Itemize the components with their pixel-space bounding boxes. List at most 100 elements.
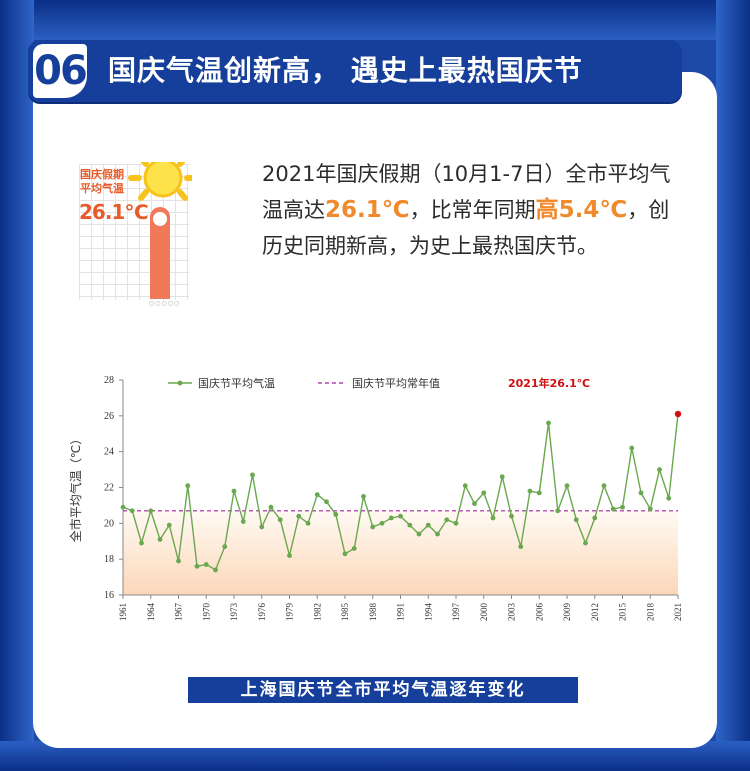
- y-tick-label: 20: [104, 518, 114, 529]
- data-point: [120, 504, 126, 510]
- data-point: [194, 563, 200, 569]
- data-point: [555, 508, 561, 514]
- legend-series-marker: [177, 380, 183, 386]
- data-point: [305, 520, 311, 526]
- data-point: [139, 540, 144, 546]
- data-point: [462, 483, 468, 489]
- thumbnail-temperature: 26.1℃: [79, 200, 149, 224]
- y-tick-label: 28: [104, 375, 114, 386]
- background-left-stripe: [0, 0, 34, 771]
- x-tick-label: 1982: [312, 603, 322, 621]
- section-header: [28, 40, 682, 102]
- data-point: [379, 520, 385, 526]
- data-point: [213, 567, 218, 573]
- data-point: [546, 420, 551, 426]
- sun-icon: [128, 162, 192, 201]
- data-point: [583, 540, 588, 546]
- data-point: [564, 483, 570, 489]
- data-point: [499, 474, 505, 480]
- data-point: [666, 495, 672, 501]
- x-tick-label: 2021: [673, 603, 683, 621]
- data-point: [370, 524, 376, 530]
- y-axis-label: 全市平均气温（℃）: [68, 433, 83, 542]
- data-point: [296, 513, 302, 519]
- x-tick-label: 1967: [174, 603, 184, 622]
- data-point: [620, 504, 625, 510]
- data-point: [185, 483, 191, 489]
- background-right-stripe: [716, 0, 750, 771]
- thumbnail-label: 国庆假期 平均气温: [80, 168, 150, 196]
- data-point: [361, 494, 366, 499]
- description-highlight-diff: 高5.4℃: [535, 197, 628, 223]
- data-point: [509, 513, 514, 519]
- data-point: [490, 515, 496, 521]
- y-tick-label: 26: [104, 411, 114, 422]
- x-tick-label: 2009: [562, 603, 572, 622]
- legend-series-label: 国庆节平均气温: [198, 376, 275, 390]
- data-point: [592, 515, 598, 521]
- data-point: [148, 508, 154, 514]
- x-tick-label: 1964: [146, 603, 156, 622]
- y-tick-label: 24: [104, 447, 114, 458]
- record-annotation: 2021年26.1℃: [508, 376, 590, 390]
- warm-band-fill: [123, 510, 678, 595]
- thermometer-bulb: [153, 212, 167, 226]
- x-tick-label: 1961: [118, 603, 128, 621]
- data-point: [398, 513, 403, 519]
- data-point: [638, 490, 644, 496]
- y-tick-label: 22: [104, 483, 114, 494]
- x-tick-label: 1976: [257, 603, 267, 622]
- x-tick-label: 2003: [507, 603, 517, 622]
- y-tick-label: 18: [104, 554, 114, 565]
- data-point: [222, 544, 228, 550]
- data-point: [333, 511, 339, 517]
- data-point: [351, 546, 357, 551]
- x-tick-label: 2015: [618, 603, 628, 622]
- x-tick-label: 1970: [201, 603, 211, 622]
- data-point: [610, 506, 616, 512]
- data-point: [601, 483, 607, 489]
- data-point: [518, 544, 524, 550]
- data-point: [176, 558, 181, 564]
- data-point: [324, 499, 329, 505]
- chart-svg: 16 18 20 22 24 26 28 1961 1964 1967 1970 1973 1976 19…: [68, 375, 683, 622]
- data-point: [287, 553, 292, 558]
- data-point: [657, 467, 662, 472]
- data-point: [472, 501, 477, 507]
- data-point: [444, 517, 450, 523]
- data-point: [629, 445, 635, 451]
- x-tick-label: 1979: [285, 603, 295, 622]
- x-tick-label: 2012: [590, 603, 600, 621]
- x-tick-label: 1994: [423, 603, 433, 622]
- data-point: [157, 537, 163, 542]
- y-tick-label: 16: [104, 590, 114, 601]
- description-part-2: ，比常年同期: [409, 198, 536, 222]
- data-point: [277, 517, 283, 523]
- data-point: [416, 531, 422, 537]
- thumbnail-line-2: 平均气温: [80, 182, 124, 195]
- description-text: 2021年国庆假期（10月1-7日）全市平均气温高达26.1℃，比常年同期高5.…: [262, 156, 682, 264]
- data-point: [536, 490, 542, 496]
- data-point: [425, 522, 431, 528]
- data-point: [314, 492, 320, 498]
- background-top: [0, 0, 750, 40]
- data-point: [129, 508, 135, 514]
- thermometer-illustration: 国庆假期 平均气温 26.1℃ ○○○○○: [77, 162, 192, 307]
- thumbnail-line-1: 国庆假期: [80, 168, 124, 181]
- data-point: [259, 524, 265, 530]
- section-title: 国庆气温创新高， 遇史上最热国庆节: [108, 54, 583, 87]
- record-point: [674, 410, 682, 418]
- data-point: [250, 472, 255, 478]
- data-point: [573, 517, 579, 523]
- description-part-3: ，创历史同期新高，为史上最热国庆节。: [262, 198, 670, 258]
- description-highlight-temp: 26.1℃: [325, 197, 410, 223]
- x-tick-label: 2006: [534, 603, 544, 622]
- data-point: [388, 515, 394, 521]
- data-point: [435, 531, 440, 537]
- data-point: [166, 522, 172, 528]
- x-tick-label: 2000: [479, 603, 489, 622]
- data-point: [453, 520, 459, 526]
- data-point: [231, 488, 237, 494]
- x-tick-label: 1988: [368, 603, 378, 622]
- data-point: [647, 506, 653, 512]
